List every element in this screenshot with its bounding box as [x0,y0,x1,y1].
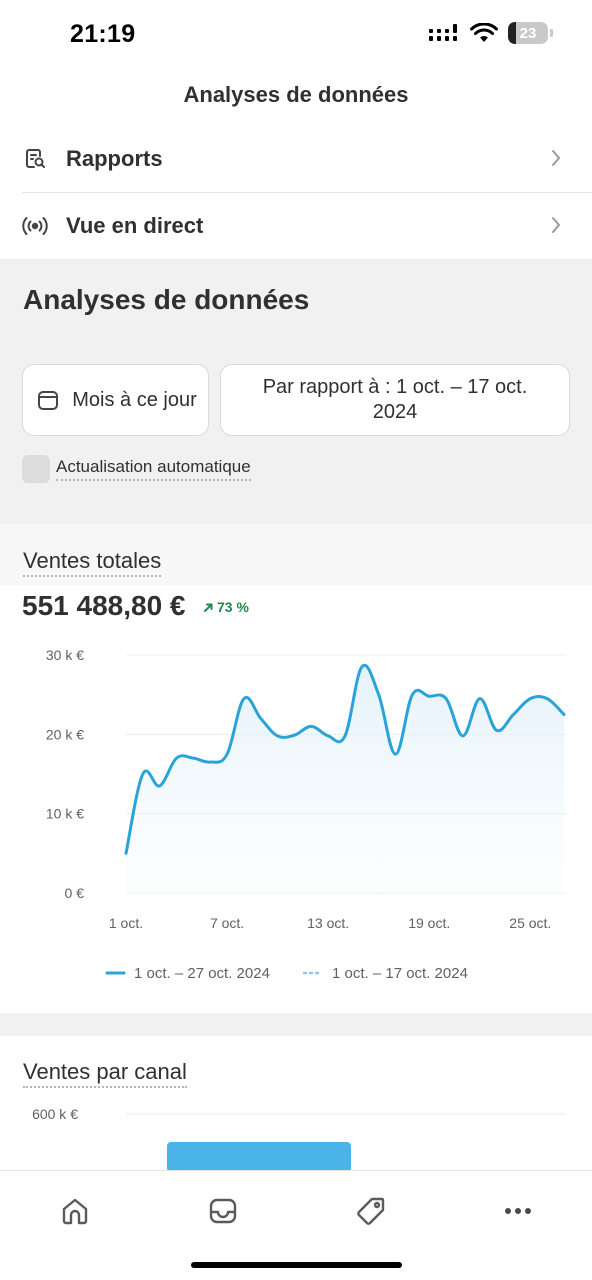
y-tick-label: 10 k € [46,806,84,822]
y-tick-label: 0 € [65,885,85,901]
status-icons: 23 [428,22,553,44]
calendar-icon [38,391,58,410]
legend-label: 1 oct. – 27 oct. 2024 [134,965,270,982]
x-tick-label: 7 oct. [210,915,244,931]
status-bar: 21:19 23 [0,0,592,70]
analytics-heading: Analyses de données [23,284,310,315]
chevron-right-icon [552,150,561,166]
sales-change-badge: 73 % [203,599,249,615]
tab-bar [0,1170,592,1280]
battery-level: 23 [519,24,537,42]
chevron-right-icon [552,217,561,233]
legend-label: 1 oct. – 17 oct. 2024 [332,965,468,982]
series-area [126,665,564,893]
channel-bar [167,1142,351,1170]
total-sales-title[interactable]: Ventes totales [23,548,162,577]
x-tick-label: 13 oct. [307,915,349,931]
tag-icon [357,1197,385,1225]
report-search-icon [22,146,48,172]
divider [22,192,592,193]
channel-y-tick: 600 k € [32,1106,78,1122]
tab-more[interactable] [498,1191,538,1231]
card-header-band [0,524,592,585]
more-icon [505,1208,531,1214]
menu-item-reports[interactable]: Rapports [0,126,592,192]
battery-icon: 23 [508,22,553,44]
sales-line-chart: 30 k € 20 k € 10 k € 0 € 1 oct. 7 oct. 13 oct… [46,647,566,982]
comparison-label: Par rapport à : 1 oct. – 17 oct. 2024 [262,376,528,423]
home-indicator [191,1262,402,1268]
inbox-icon [209,1198,237,1224]
menu-item-live-view[interactable]: Vue en direct [0,193,592,259]
auto-refresh-checkbox[interactable] [22,455,50,483]
auto-refresh-label: Actualisation automatique [56,457,251,481]
wifi-icon [470,23,498,42]
sales-by-channel-title[interactable]: Ventes par canal [23,1059,187,1088]
total-sales-value: 551 488,80 € [22,590,186,621]
cellular-signal-icon [429,24,457,41]
home-icon [62,1198,88,1225]
menu-item-label: Vue en direct [66,213,204,238]
y-tick-label: 30 k € [46,647,84,663]
channel-bar-chart: 600 k € [32,1106,566,1170]
menu-item-label: Rapports [66,146,163,171]
page-title: Analyses de données [183,82,409,107]
x-tick-label: 25 oct. [509,915,551,931]
x-tick-label: 19 oct. [408,915,450,931]
arrow-up-right-icon [204,603,213,612]
series-line [124,663,566,855]
section-separator [0,1013,592,1036]
x-tick-label: 1 oct. [109,915,143,931]
comparison-button[interactable]: Par rapport à : 1 oct. – 17 oct. 2024 [220,364,570,436]
live-broadcast-icon [22,213,48,239]
date-range-label: Mois à ce jour [72,388,197,411]
tab-home[interactable] [55,1191,95,1231]
date-range-button[interactable]: Mois à ce jour [22,364,209,436]
sales-change-value: 73 % [217,599,249,615]
auto-refresh-toggle[interactable]: Actualisation automatique [22,455,251,483]
y-tick-label: 20 k € [46,726,84,742]
tab-products[interactable] [351,1191,391,1231]
tab-orders[interactable] [203,1191,243,1231]
status-time: 21:19 [70,20,136,48]
